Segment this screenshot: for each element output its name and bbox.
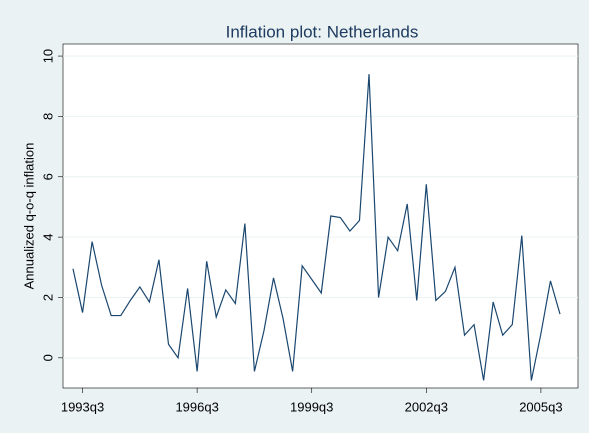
x-tick-label: 2005q3 [519,399,562,414]
chart-title: Inflation plot: Netherlands [226,22,419,41]
x-tick-label: 1996q3 [175,399,218,414]
line [72,74,561,381]
y-tick-label: 2 [40,294,55,301]
x-tick-label: 1993q3 [61,399,104,414]
x-tick-label: 1999q3 [290,399,333,414]
y-tick-label: 8 [40,113,55,120]
y-tick-label: 0 [40,354,55,361]
y-axis-title: Annualized q-o-q inflation [21,143,36,290]
y-tick-label: 4 [40,234,55,241]
y-tick-label: 6 [40,173,55,180]
plot-area [62,43,579,389]
y-tick-label: 10 [40,49,55,63]
x-tick-label: 2002q3 [405,399,448,414]
